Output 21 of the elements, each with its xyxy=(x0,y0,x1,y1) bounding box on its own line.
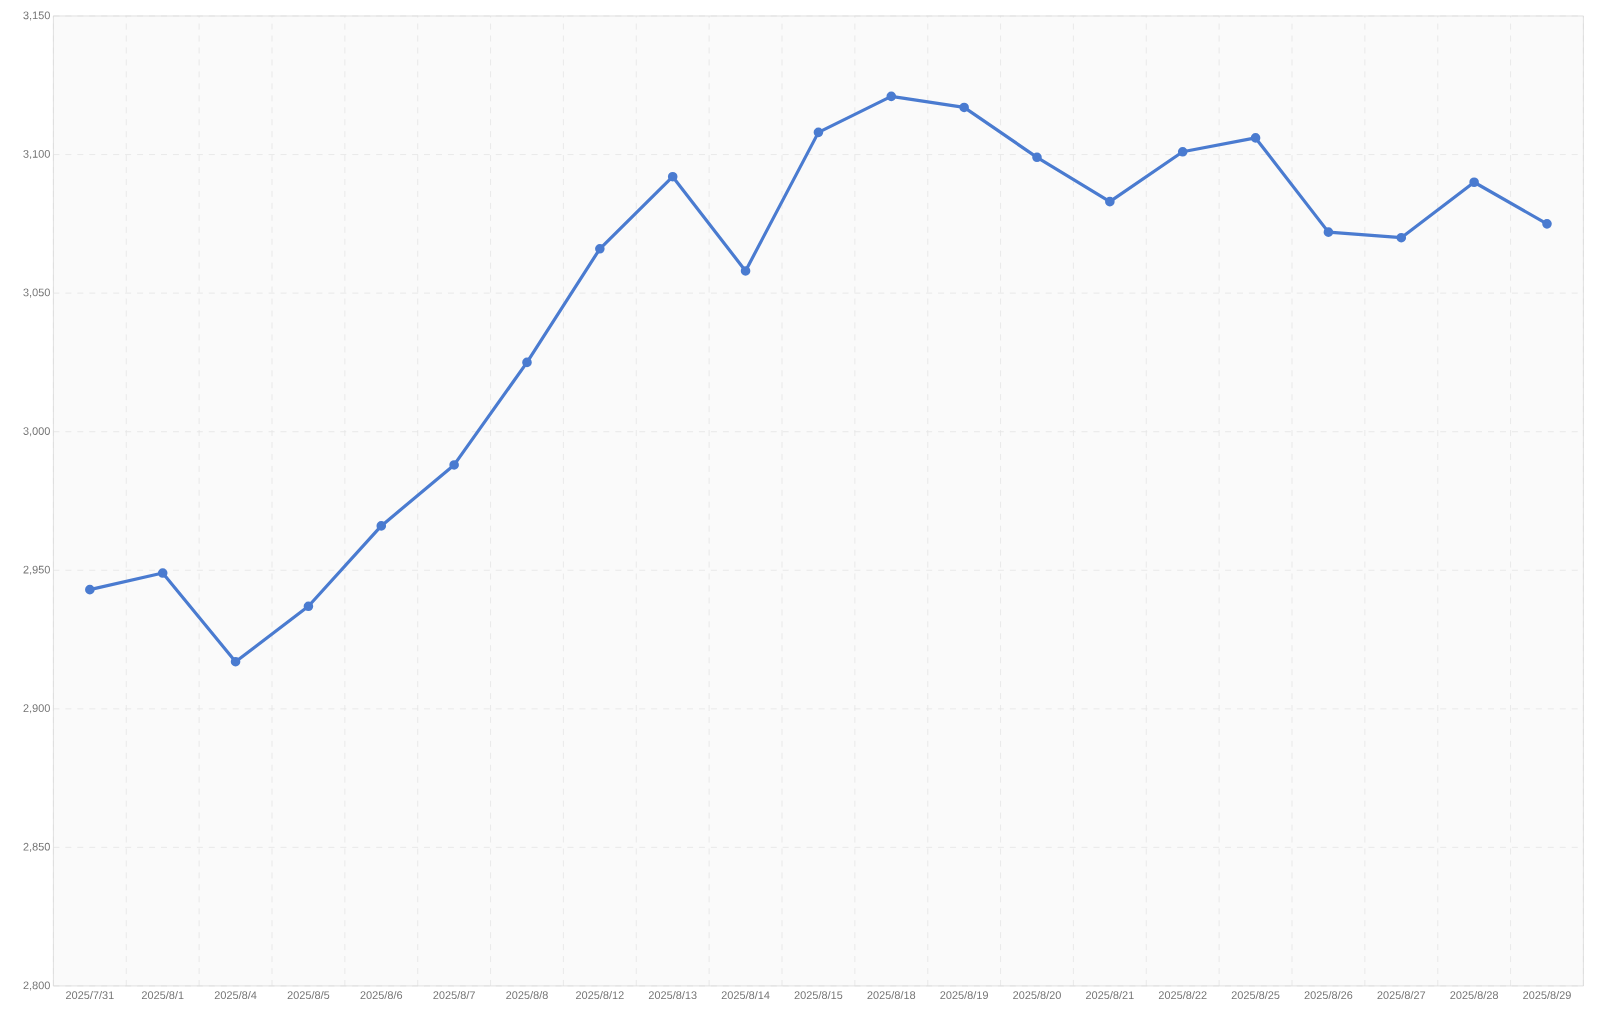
point xyxy=(1469,177,1479,188)
point xyxy=(667,171,678,182)
point xyxy=(813,127,824,138)
point xyxy=(1177,146,1188,157)
point xyxy=(1542,219,1552,229)
point xyxy=(522,357,532,368)
point xyxy=(1105,196,1115,207)
point xyxy=(886,91,897,102)
point xyxy=(157,568,168,578)
point xyxy=(595,243,605,254)
point xyxy=(740,266,751,276)
point xyxy=(1323,227,1334,237)
point xyxy=(1250,133,1261,143)
point xyxy=(376,521,387,531)
point xyxy=(85,584,95,595)
point xyxy=(230,656,241,667)
point xyxy=(303,601,314,612)
point xyxy=(449,460,459,470)
point xyxy=(959,102,969,113)
point xyxy=(1396,232,1407,243)
point xyxy=(1032,152,1042,163)
